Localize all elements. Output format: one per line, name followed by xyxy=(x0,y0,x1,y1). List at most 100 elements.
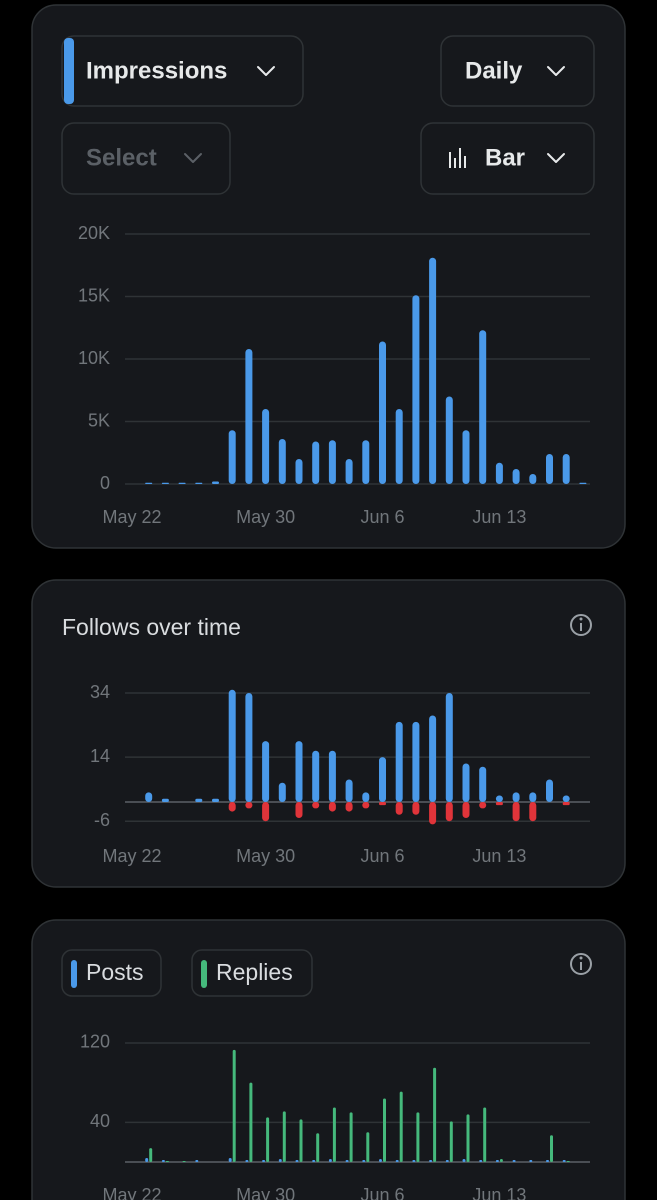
bar xyxy=(479,330,487,484)
impressions-card xyxy=(31,4,626,549)
bar xyxy=(316,1133,320,1162)
dropdown-box[interactable] xyxy=(420,122,595,195)
bar xyxy=(479,801,487,809)
bar xyxy=(195,482,203,484)
bar xyxy=(332,1107,336,1162)
bar xyxy=(328,801,336,812)
bar xyxy=(379,341,386,484)
bar xyxy=(362,792,370,802)
bar xyxy=(445,801,453,822)
bar xyxy=(466,1114,470,1162)
dropdown-box[interactable] xyxy=(61,122,231,195)
bar xyxy=(295,801,303,818)
dropdown-box[interactable] xyxy=(440,35,595,107)
x-tick-label: May 30 xyxy=(236,846,295,866)
x-tick-label: May 30 xyxy=(236,1185,295,1200)
y-tick-label: 120 xyxy=(80,1032,110,1052)
bar xyxy=(379,801,386,806)
bar xyxy=(562,454,570,484)
legend-box[interactable] xyxy=(61,949,162,997)
bar xyxy=(512,1160,516,1162)
bar xyxy=(328,440,336,484)
bar xyxy=(512,792,520,802)
bar xyxy=(212,798,219,802)
dropdown-box[interactable] xyxy=(61,35,304,107)
bar xyxy=(445,396,453,484)
bar xyxy=(429,1160,433,1162)
bar xyxy=(445,1160,449,1162)
legend-box[interactable] xyxy=(191,949,313,997)
bar xyxy=(161,1160,165,1162)
bar xyxy=(495,462,503,484)
x-tick-label: May 30 xyxy=(236,507,295,527)
bar xyxy=(546,454,553,484)
bar xyxy=(345,1160,349,1162)
bar xyxy=(245,693,253,802)
bar xyxy=(345,779,353,802)
legend-swatch xyxy=(71,960,77,988)
period-label: Daily xyxy=(465,57,523,84)
x-tick-label: May 22 xyxy=(102,1185,161,1200)
bar xyxy=(395,1160,399,1162)
bar xyxy=(379,757,386,802)
bar xyxy=(278,439,286,484)
metric-label: Impressions xyxy=(86,57,227,84)
metric-dropdown[interactable]: Impressions xyxy=(61,35,304,107)
posts-card xyxy=(31,919,626,1200)
bar xyxy=(429,801,437,825)
bar xyxy=(412,1160,416,1162)
period-dropdown[interactable]: Daily xyxy=(440,35,595,107)
bar xyxy=(349,1112,353,1162)
legend-label: Replies xyxy=(216,959,293,985)
bar xyxy=(449,1121,453,1162)
x-tick-label: Jun 13 xyxy=(472,1185,526,1200)
bar xyxy=(412,295,420,484)
compare-dropdown[interactable]: Select xyxy=(61,122,231,195)
legend-replies[interactable]: Replies xyxy=(191,949,313,997)
bar xyxy=(495,801,503,806)
metric-color xyxy=(64,38,74,104)
bar xyxy=(546,1160,549,1162)
bar xyxy=(412,801,420,815)
bar xyxy=(479,1160,483,1162)
bar xyxy=(312,1160,316,1162)
legend-posts[interactable]: Posts xyxy=(61,949,162,997)
bar xyxy=(562,1160,566,1162)
x-tick-label: Jun 13 xyxy=(472,507,526,527)
style-dropdown[interactable]: Bar xyxy=(420,122,595,195)
bar xyxy=(345,801,353,812)
y-tick-label: 5K xyxy=(88,410,110,430)
bar xyxy=(362,1160,366,1162)
bar xyxy=(262,1160,266,1162)
bar xyxy=(245,801,253,809)
bar xyxy=(295,741,303,802)
y-tick-label: 40 xyxy=(90,1111,110,1131)
bar xyxy=(546,779,553,802)
info-icon[interactable] xyxy=(570,614,592,636)
bar xyxy=(479,766,487,802)
bar xyxy=(262,741,270,802)
bar xyxy=(395,721,403,802)
style-label: Bar xyxy=(485,144,525,171)
bar xyxy=(495,795,503,802)
bar xyxy=(379,1159,382,1162)
bar xyxy=(562,801,570,806)
bar xyxy=(462,430,470,484)
bar xyxy=(345,459,353,484)
x-tick-label: Jun 13 xyxy=(472,846,526,866)
bar xyxy=(328,1159,332,1162)
bar xyxy=(228,430,236,484)
bar xyxy=(529,1160,533,1162)
bar xyxy=(312,441,320,484)
legend-swatch xyxy=(201,960,207,988)
bar xyxy=(312,750,320,802)
bar xyxy=(262,801,270,822)
bar xyxy=(145,792,153,802)
bar xyxy=(266,1117,270,1162)
follows-card xyxy=(31,579,626,888)
bar xyxy=(228,1158,232,1162)
bar xyxy=(195,1160,199,1162)
info-icon[interactable] xyxy=(570,953,592,975)
bar xyxy=(512,469,520,484)
x-tick-label: Jun 6 xyxy=(360,846,404,866)
